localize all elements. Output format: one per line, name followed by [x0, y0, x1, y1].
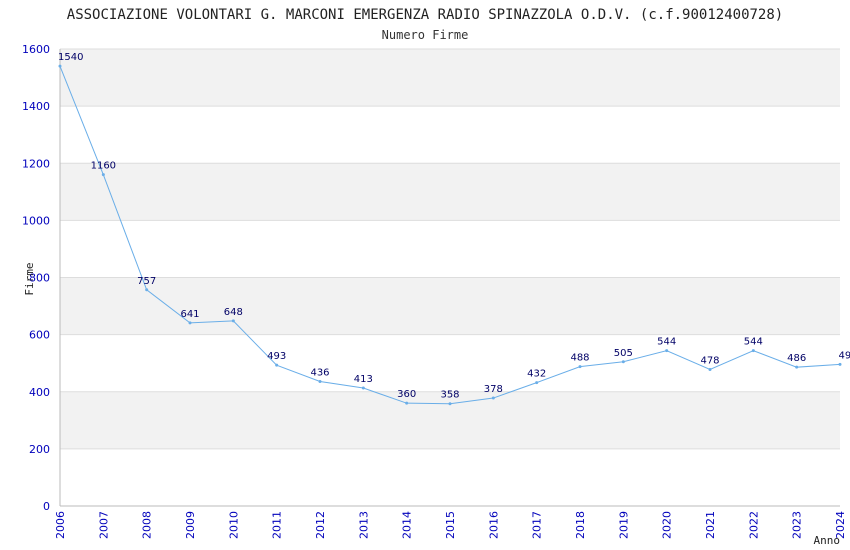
y-axis-title: Firme [23, 262, 36, 295]
data-label: 432 [527, 369, 546, 380]
chart-title: ASSOCIAZIONE VOLONTARI G. MARCONI EMERGE… [67, 7, 783, 23]
data-label: 757 [137, 276, 156, 287]
data-point [188, 321, 192, 325]
x-tick-label: 2021 [704, 511, 717, 539]
x-tick-label: 2010 [227, 511, 240, 539]
x-tick-label: 2012 [314, 511, 327, 539]
data-label: 486 [787, 353, 806, 364]
chart-subtitle: Numero Firme [382, 28, 469, 42]
series-line [59, 65, 841, 405]
data-label: 413 [354, 374, 373, 385]
grid-band [60, 277, 840, 335]
data-point [578, 365, 582, 369]
data-label: 505 [614, 348, 633, 359]
x-axis-title: Anno [814, 534, 841, 547]
data-label: 648 [224, 307, 243, 318]
y-tick-label: 1600 [22, 43, 50, 56]
x-tick-label: 2014 [401, 511, 414, 539]
data-label: 1540 [58, 52, 83, 63]
y-tick-label: 200 [29, 443, 50, 456]
x-tick-label: 2022 [747, 511, 760, 539]
chart-tick-labels: 0 200 400 600 800 1000 1200 1400 1600 2006 2007 200… [22, 43, 847, 539]
data-label: 488 [570, 353, 589, 364]
chart-axes [59, 49, 840, 507]
x-tick-label: 2015 [444, 511, 457, 539]
x-tick-label: 2020 [661, 511, 674, 539]
data-point [708, 367, 712, 371]
x-tick-label: 2019 [617, 511, 630, 539]
x-tick-label: 2017 [531, 511, 544, 539]
data-label: 436 [310, 367, 329, 378]
y-tick-label: 800 [29, 272, 50, 285]
x-tick-label: 2023 [791, 511, 804, 539]
data-label: 544 [744, 337, 763, 348]
chart-bands [60, 49, 840, 449]
data-label: 1160 [91, 161, 116, 172]
x-tick-label: 2016 [487, 511, 500, 539]
x-tick-label: 2007 [97, 511, 110, 539]
data-point [491, 396, 495, 400]
data-point [101, 173, 105, 177]
x-tick-label: 2008 [141, 511, 154, 539]
chart-data-labels: 1540 1160 757 641 648 493 436 413 360 358 378 432 48… [58, 52, 850, 401]
data-point [361, 386, 365, 390]
data-point [145, 288, 149, 292]
data-point [448, 402, 452, 406]
x-tick-label: 2009 [184, 511, 197, 539]
data-label: 496 [838, 350, 850, 361]
grid-band [60, 49, 840, 107]
grid-band [60, 391, 840, 449]
data-label: 493 [267, 351, 286, 362]
x-tick-label: 2018 [574, 511, 587, 539]
data-point [795, 365, 799, 369]
data-label: 360 [397, 389, 416, 400]
y-tick-label: 1200 [22, 157, 50, 170]
y-tick-label: 1400 [22, 100, 50, 113]
data-label: 378 [484, 384, 503, 395]
x-tick-label: 2024 [834, 511, 847, 539]
data-point [535, 381, 539, 385]
data-point [275, 363, 279, 367]
x-tick-label: 2011 [271, 511, 284, 539]
x-tick-label: 2013 [357, 511, 370, 539]
data-label: 358 [440, 390, 459, 401]
data-point [838, 362, 842, 366]
data-point [751, 349, 755, 353]
chart-series [58, 64, 842, 406]
y-tick-label: 600 [29, 329, 50, 342]
data-point [665, 349, 669, 353]
data-label: 544 [657, 337, 676, 348]
data-label: 478 [700, 355, 719, 366]
data-point [231, 319, 235, 323]
y-tick-label: 400 [29, 386, 50, 399]
data-point [318, 379, 322, 383]
data-label: 641 [180, 309, 199, 320]
x-tick-label: 2006 [54, 511, 67, 539]
y-tick-label: 0 [43, 500, 50, 513]
data-point [405, 401, 409, 405]
data-point [58, 64, 62, 68]
grid-band [60, 163, 840, 221]
data-point [621, 360, 625, 364]
y-tick-label: 1000 [22, 214, 50, 227]
